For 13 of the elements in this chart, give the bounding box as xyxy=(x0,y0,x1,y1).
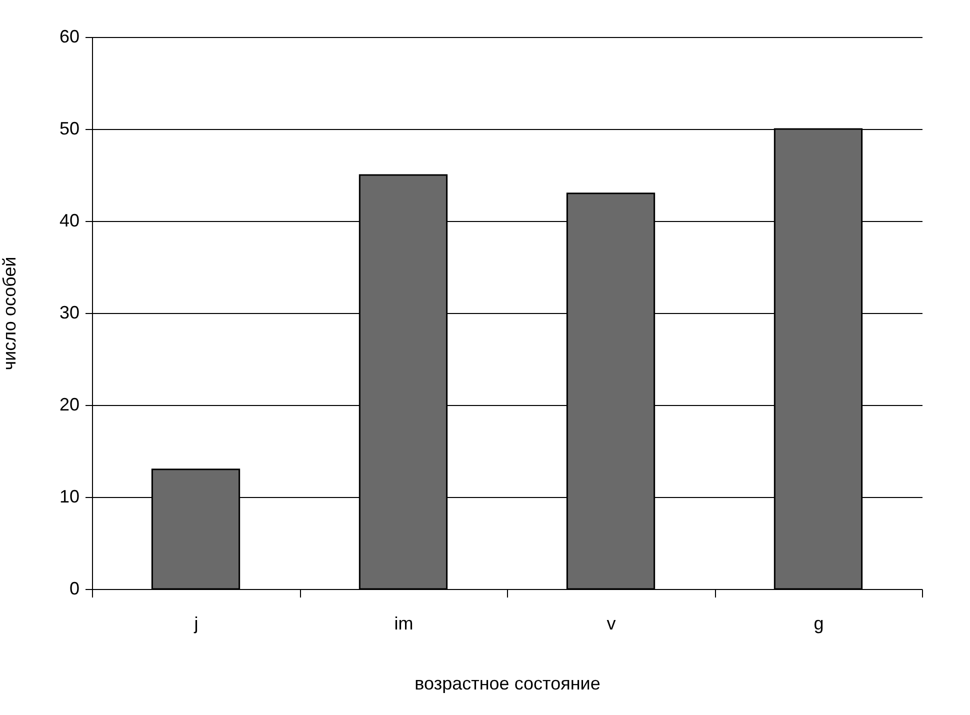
y-tick-label: 10 xyxy=(59,486,80,506)
y-tick-label: 40 xyxy=(59,210,80,230)
y-axis-title: число особей xyxy=(0,256,20,370)
y-tick-label: 20 xyxy=(59,394,80,414)
x-axis-title: возрастное состояние xyxy=(414,674,600,694)
y-tick-label: 0 xyxy=(69,578,80,598)
y-tick-label: 30 xyxy=(59,302,80,322)
x-tick-label: im xyxy=(394,614,414,634)
x-tick-label: g xyxy=(814,614,824,634)
y-tick-label: 60 xyxy=(59,26,80,46)
y-tick-label: 50 xyxy=(59,118,80,138)
x-tick-label: v xyxy=(606,614,616,634)
x-tick-label: j xyxy=(193,614,198,634)
